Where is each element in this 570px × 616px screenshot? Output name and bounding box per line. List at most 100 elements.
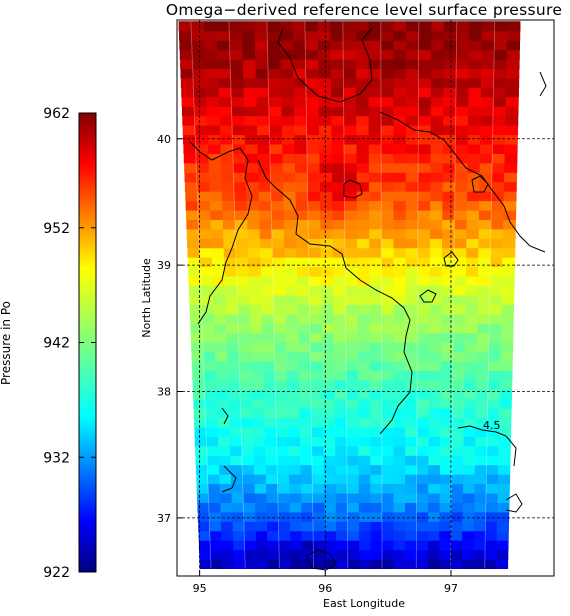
pressure-cell <box>279 30 294 41</box>
pressure-cell <box>502 228 516 239</box>
pressure-cell <box>356 181 370 192</box>
pressure-cell <box>381 342 395 353</box>
pressure-cell <box>452 370 466 381</box>
pressure-cell <box>202 332 216 343</box>
pressure-cell <box>321 304 335 315</box>
pressure-cell <box>418 106 432 117</box>
pressure-cell <box>286 342 299 353</box>
pressure-cell <box>418 115 432 126</box>
pressure-cell <box>332 219 346 230</box>
pressure-cell <box>455 162 468 173</box>
pressure-cell <box>496 530 509 541</box>
pressure-cell <box>497 492 510 503</box>
pressure-cell <box>294 162 308 173</box>
pressure-cell <box>356 143 370 154</box>
pressure-cell <box>313 530 326 541</box>
pressure-cell <box>452 342 466 353</box>
pressure-cell <box>475 436 488 447</box>
pressure-cell <box>456 77 470 88</box>
pressure-cell <box>439 558 452 570</box>
pressure-cell <box>405 285 419 296</box>
pressure-cell <box>197 502 210 513</box>
contour-line <box>343 179 363 199</box>
pressure-cell <box>467 134 481 145</box>
pressure-cell <box>230 464 244 475</box>
pressure-cell <box>356 172 370 183</box>
pressure-cell <box>487 408 500 419</box>
pressure-cell <box>321 285 334 296</box>
pressure-cell <box>335 511 349 522</box>
pressure-cell <box>429 257 443 268</box>
pressure-cell <box>214 332 228 343</box>
pressure-cell <box>231 492 244 503</box>
pressure-cell <box>320 247 334 258</box>
pressure-cell <box>249 285 262 296</box>
pressure-cell <box>272 247 286 258</box>
pressure-cell <box>492 134 506 145</box>
pressure-cell <box>468 77 482 88</box>
contour-line <box>419 289 437 303</box>
pressure-cell <box>381 238 395 249</box>
pressure-cell <box>233 162 247 173</box>
pressure-cell <box>319 134 333 145</box>
pressure-cell <box>442 219 455 230</box>
pressure-cell <box>222 558 235 570</box>
pressure-cell <box>218 77 232 88</box>
pressure-cell <box>418 59 432 70</box>
pressure-cell <box>224 275 238 286</box>
pressure-cell <box>475 445 488 456</box>
pressure-cell <box>430 219 443 230</box>
pressure-cell <box>462 492 475 503</box>
pressure-cell <box>417 275 431 286</box>
pressure-cell <box>430 143 444 154</box>
pressure-cell <box>330 68 344 79</box>
pressure-cell <box>335 455 348 466</box>
pressure-cell <box>441 323 454 334</box>
pressure-cell <box>226 323 239 334</box>
pressure-cell <box>185 200 199 211</box>
pressure-cell <box>393 474 406 485</box>
pressure-cell <box>194 426 207 437</box>
pressure-cell <box>480 87 494 98</box>
pressure-cell <box>196 474 209 485</box>
pressure-cell <box>205 68 219 79</box>
pressure-cell <box>393 68 407 79</box>
pressure-cell <box>284 275 298 286</box>
pressure-cell <box>233 153 247 164</box>
pressure-cell <box>346 445 360 456</box>
pressure-cell <box>405 351 418 362</box>
pressure-cell <box>289 511 302 522</box>
pressure-cell <box>478 228 492 239</box>
pressure-cell <box>442 209 456 220</box>
pressure-cell <box>234 200 248 211</box>
pressure-cell <box>293 68 307 79</box>
pressure-cell <box>231 106 245 117</box>
pressure-cell <box>334 426 348 437</box>
pressure-cell <box>346 408 359 419</box>
pressure-cell <box>296 247 310 258</box>
pressure-cell <box>200 275 214 286</box>
pressure-cell <box>480 106 494 117</box>
pressure-cell <box>237 304 251 315</box>
pressure-cell <box>356 162 370 173</box>
pressure-cell <box>299 389 312 400</box>
pressure-cell <box>242 474 255 485</box>
pressure-cell <box>417 219 431 230</box>
pressure-cell <box>298 379 312 390</box>
pressure-cell <box>381 125 395 136</box>
pressure-cell <box>405 323 418 334</box>
pressure-cell <box>238 323 251 334</box>
pressure-cell <box>283 191 297 202</box>
pressure-cell <box>194 115 208 126</box>
pressure-cell <box>487 389 501 400</box>
pressure-cell <box>485 492 499 503</box>
pressure-cell <box>454 228 468 239</box>
pressure-cell <box>262 323 275 334</box>
pressure-cell <box>245 143 259 154</box>
pressure-cell <box>203 351 216 362</box>
pressure-cell <box>202 313 215 324</box>
pressure-cell <box>259 228 273 239</box>
pressure-cell <box>294 115 308 126</box>
pressure-cell <box>219 106 233 117</box>
pressure-cell <box>381 360 395 371</box>
